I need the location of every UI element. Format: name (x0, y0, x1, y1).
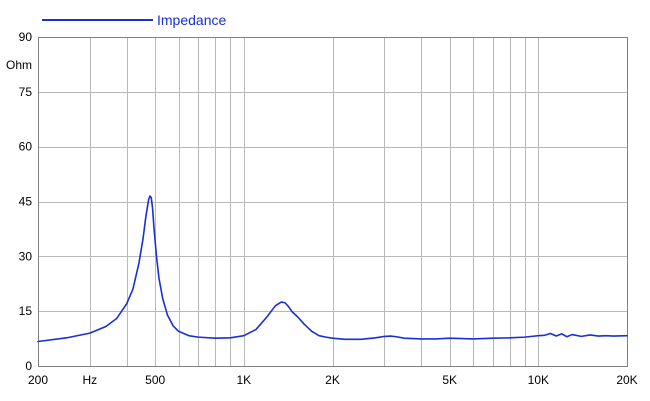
y-tick-label: 30 (19, 249, 33, 263)
y-tick-label: 90 (19, 30, 33, 44)
x-tick-label: 200 (28, 373, 48, 387)
x-tick-label: 5K (442, 373, 457, 387)
y-tick-label: 75 (19, 85, 33, 99)
x-tick-label: 1K (237, 373, 252, 387)
plot-frame (38, 37, 628, 367)
legend-label-impedance: Impedance (157, 12, 226, 28)
x-axis-label: Hz (83, 373, 98, 387)
y-axis-label: Ohm (6, 58, 32, 72)
series-line-impedance (37, 195, 628, 343)
y-tick-label: 60 (19, 140, 33, 154)
y-tick-label: 0 (25, 359, 32, 373)
series-layer (37, 195, 628, 343)
grid (38, 37, 628, 367)
x-tick-label: 10K (528, 373, 549, 387)
y-tick-label: 15 (19, 304, 33, 318)
axis-labels: 0 15 30 45 60 75 90 Ohm 200 Hz 500 1K 2K 5K 10K 20K (6, 30, 638, 387)
legend: Impedance (42, 12, 226, 28)
y-tick-label: 45 (19, 195, 33, 209)
x-tick-label: 20K (616, 373, 637, 387)
x-tick-label: 500 (145, 373, 165, 387)
x-tick-label: 2K (325, 373, 340, 387)
